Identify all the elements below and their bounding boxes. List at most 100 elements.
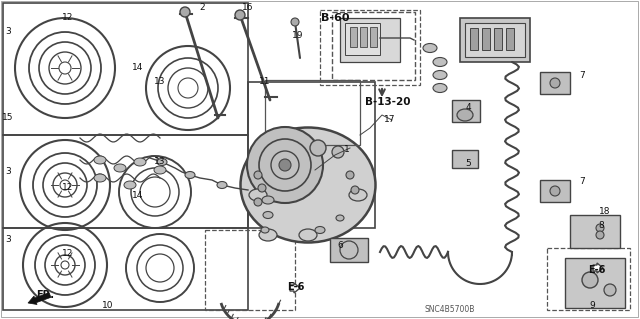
Ellipse shape — [261, 227, 269, 233]
Text: 7: 7 — [579, 70, 585, 79]
Text: 14: 14 — [132, 63, 144, 72]
Ellipse shape — [262, 196, 274, 204]
Bar — [3, 135, 248, 228]
Bar — [350, 27, 357, 47]
Text: E-6: E-6 — [287, 282, 305, 292]
Ellipse shape — [157, 159, 167, 166]
Bar — [452, 150, 478, 168]
Bar — [540, 180, 570, 202]
Bar — [332, 12, 415, 80]
Bar — [3, 228, 248, 310]
Text: 3: 3 — [5, 167, 11, 176]
Ellipse shape — [457, 109, 473, 121]
Circle shape — [180, 7, 190, 17]
Text: 9: 9 — [589, 300, 595, 309]
Bar — [547, 248, 630, 310]
Text: 13: 13 — [154, 158, 166, 167]
Bar — [205, 230, 295, 310]
Bar — [506, 28, 514, 50]
Circle shape — [279, 159, 291, 171]
Bar — [265, 80, 360, 145]
Text: 11: 11 — [259, 78, 271, 86]
Text: 6: 6 — [337, 241, 343, 250]
Bar — [540, 72, 570, 94]
Ellipse shape — [315, 226, 325, 234]
Circle shape — [346, 171, 354, 179]
Bar — [465, 23, 525, 57]
Text: 13: 13 — [154, 78, 166, 86]
Ellipse shape — [217, 182, 227, 189]
Ellipse shape — [433, 70, 447, 79]
Circle shape — [604, 284, 616, 296]
Bar — [482, 28, 490, 50]
Ellipse shape — [94, 174, 106, 182]
Bar — [340, 18, 400, 62]
Bar — [330, 238, 368, 262]
Circle shape — [247, 127, 323, 203]
Text: 10: 10 — [102, 300, 114, 309]
Bar — [370, 27, 377, 47]
Ellipse shape — [349, 189, 367, 201]
Circle shape — [550, 78, 560, 88]
Text: 18: 18 — [599, 207, 611, 217]
FancyArrow shape — [593, 263, 603, 273]
Text: 8: 8 — [598, 220, 604, 229]
Ellipse shape — [259, 229, 277, 241]
Ellipse shape — [134, 158, 146, 166]
Text: 5: 5 — [465, 160, 471, 168]
Ellipse shape — [114, 164, 126, 172]
Ellipse shape — [423, 43, 437, 53]
Text: 3: 3 — [5, 235, 11, 244]
FancyArrow shape — [28, 293, 51, 305]
Bar — [460, 18, 530, 62]
Ellipse shape — [94, 156, 106, 164]
Circle shape — [235, 10, 245, 20]
Ellipse shape — [433, 57, 447, 66]
FancyArrow shape — [290, 283, 300, 293]
Text: 17: 17 — [384, 115, 396, 124]
Ellipse shape — [263, 211, 273, 219]
Circle shape — [550, 186, 560, 196]
Text: B-13-20: B-13-20 — [365, 97, 411, 107]
Circle shape — [254, 198, 262, 206]
Circle shape — [254, 171, 262, 179]
Circle shape — [582, 272, 598, 288]
Text: 12: 12 — [62, 183, 74, 192]
Ellipse shape — [124, 181, 136, 189]
Text: B-60: B-60 — [321, 13, 349, 23]
Bar — [345, 23, 380, 55]
Bar — [494, 28, 502, 50]
Circle shape — [596, 224, 604, 232]
Bar — [248, 82, 375, 228]
Ellipse shape — [299, 229, 317, 241]
Circle shape — [258, 184, 266, 192]
Text: 2: 2 — [199, 4, 205, 12]
Text: 16: 16 — [243, 4, 253, 12]
Text: 15: 15 — [3, 114, 13, 122]
Text: 12: 12 — [62, 249, 74, 257]
Bar — [570, 215, 620, 248]
Text: 3: 3 — [5, 27, 11, 36]
Text: 4: 4 — [465, 103, 471, 113]
Bar — [3, 3, 248, 135]
Circle shape — [310, 140, 326, 156]
Ellipse shape — [433, 84, 447, 93]
Text: 12: 12 — [62, 12, 74, 21]
Bar — [565, 258, 625, 308]
Circle shape — [291, 18, 299, 26]
Ellipse shape — [249, 189, 267, 201]
Ellipse shape — [241, 128, 376, 242]
Text: FR.: FR. — [36, 290, 54, 300]
Bar — [360, 27, 367, 47]
Ellipse shape — [185, 172, 195, 179]
Text: SNC4B5700B: SNC4B5700B — [425, 306, 475, 315]
Ellipse shape — [154, 166, 166, 174]
Bar — [320, 10, 420, 85]
Text: 1: 1 — [344, 145, 350, 154]
Bar — [470, 28, 478, 50]
Text: E-6: E-6 — [588, 265, 605, 275]
Circle shape — [332, 146, 344, 158]
Text: 19: 19 — [292, 31, 304, 40]
Circle shape — [596, 231, 604, 239]
Bar — [452, 100, 480, 122]
